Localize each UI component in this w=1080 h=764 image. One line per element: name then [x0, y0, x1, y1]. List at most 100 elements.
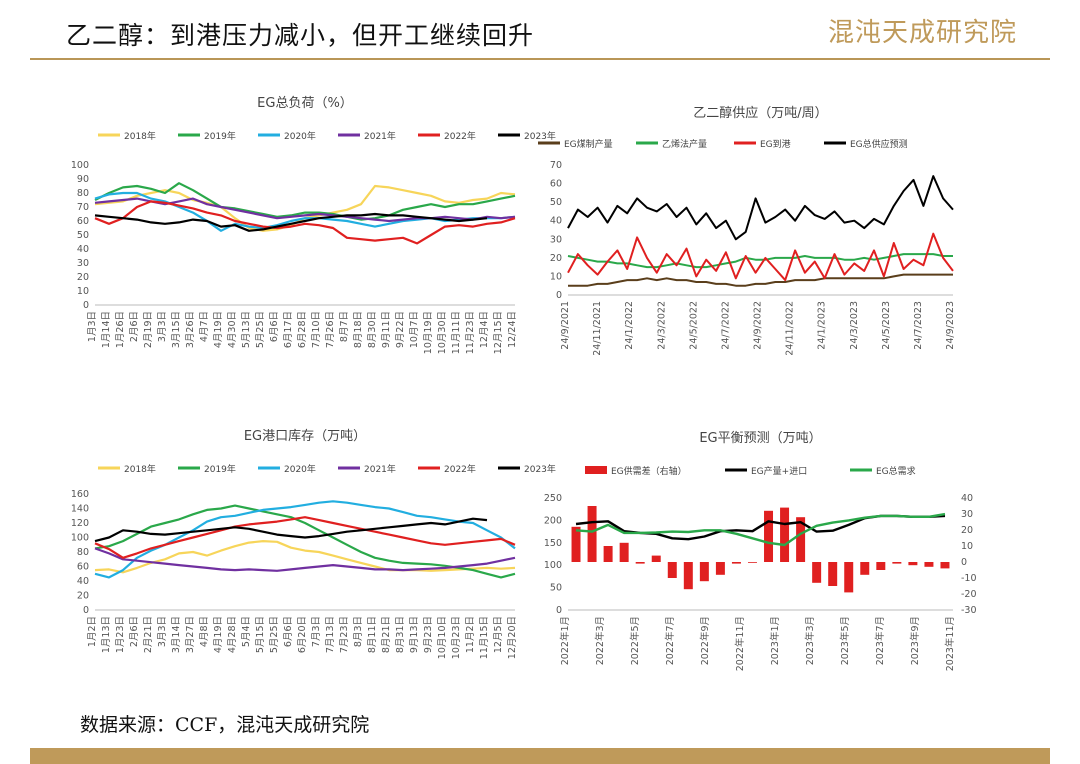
x-tick-label: 5月13日 [241, 311, 252, 348]
y-tick-label: 50 [550, 583, 562, 594]
legend-label: EG总供应预测 [850, 138, 908, 150]
x-tick-label: 8月3日 [353, 616, 364, 647]
series-line [567, 175, 954, 241]
y-tick-label: 200 [544, 515, 562, 526]
y-tick-label: 60 [77, 216, 89, 227]
legend-entry: EG产量+进口 [725, 465, 807, 477]
x-tick-label: 4月19日 [213, 311, 224, 348]
y-tick-label: 80 [77, 188, 89, 199]
series-line [575, 512, 946, 547]
y2-tick-label: 40 [961, 493, 973, 504]
bar [635, 562, 645, 564]
header-divider [30, 58, 1050, 60]
x-tick-label: 10月19日 [423, 311, 434, 354]
x-tick-label: 1月3日 [87, 311, 98, 342]
x-tick-label: 7月3日 [311, 616, 322, 647]
x-tick-label: 12月15日 [493, 311, 504, 354]
x-tick-label: 4月28日 [227, 616, 238, 653]
series-line [94, 504, 516, 579]
x-tick-label: 4月7日 [199, 311, 210, 342]
y2-tick-label: 20 [961, 525, 973, 536]
x-tick-label: 8月18日 [353, 311, 364, 348]
y-tick-label: 100 [544, 560, 562, 571]
x-tick-label: 2023年1月 [769, 616, 781, 665]
legend-label: 2023年 [524, 130, 556, 142]
y-tick-label: 20 [550, 253, 562, 264]
legend-entry: EG总需求 [850, 465, 916, 477]
x-tick-label: 24/3/2023 [849, 301, 860, 350]
x-tick-label: 2022年5月 [629, 616, 641, 665]
legend-entry: 2023年 [498, 463, 556, 475]
y-tick-label: 80 [77, 547, 89, 558]
x-tick-label: 4月8日 [199, 616, 210, 647]
series-line [575, 514, 946, 541]
x-tick-label: 3月15日 [171, 311, 182, 348]
x-tick-label: 6月28日 [297, 311, 308, 348]
legend-entry: 2022年 [418, 463, 476, 475]
x-tick-label: 2023年11月 [944, 616, 956, 671]
legend-entry: 2020年 [258, 463, 316, 475]
y2-tick-label: -10 [961, 573, 977, 584]
x-tick-label: 24/5/2022 [688, 301, 699, 350]
legend-entry: 2018年 [98, 463, 156, 475]
bar [828, 562, 838, 586]
x-tick-label: 3月14日 [171, 616, 182, 653]
legend-swatch [585, 466, 607, 474]
y-tick-label: 50 [77, 230, 89, 241]
y-tick-label: 0 [83, 605, 89, 616]
x-tick-label: 4月19日 [213, 616, 224, 653]
x-tick-label: 2022年1月 [559, 616, 571, 665]
legend-entry: 2020年 [258, 130, 316, 142]
y-tick-label: 10 [550, 271, 562, 282]
x-tick-label: 12月4日 [479, 311, 490, 348]
x-tick-label: 5月25日 [269, 616, 280, 653]
bar [747, 562, 757, 563]
series-line [568, 273, 953, 287]
x-tick-label: 2023年9月 [909, 616, 921, 665]
x-tick-label: 7月10日 [311, 311, 322, 348]
legend-label: 2018年 [124, 130, 156, 142]
x-tick-label: 24/9/2023 [945, 301, 956, 350]
x-tick-label: 10月7日 [409, 311, 420, 348]
series-line [94, 540, 516, 574]
series-line [567, 232, 954, 282]
x-tick-label: 3月27日 [185, 616, 196, 653]
legend-entry: 2018年 [98, 130, 156, 142]
x-tick-label: 9月22日 [395, 311, 406, 348]
x-tick-label: 10月10日 [437, 616, 448, 659]
x-tick-label: 2月6日 [129, 311, 140, 342]
x-tick-label: 24/7/2022 [720, 301, 731, 350]
y-tick-label: 120 [71, 518, 89, 529]
bar [587, 506, 597, 562]
chart-supply: 乙二醇供应（万吨/周） EG煤制产量 乙烯法产量 EG到港 EG总供应预测 0 10 20 30… [538, 105, 956, 356]
x-tick-label: 11月15日 [479, 616, 490, 659]
x-tick-label: 12月20日 [507, 616, 518, 659]
x-tick-label: 1月13日 [101, 616, 112, 653]
legend-label: EG煤制产量 [564, 138, 613, 150]
x-tick-label: 8月30日 [367, 311, 378, 348]
x-tick-label: 9月13日 [409, 616, 420, 653]
x-tick-label: 7月23日 [339, 616, 350, 653]
x-tick-label: 3月3日 [157, 311, 168, 342]
y2-tick-label: -30 [961, 605, 977, 616]
x-tick-label: 12月5日 [493, 616, 504, 653]
legend-label: 2021年 [364, 130, 396, 142]
y-tick-label: 0 [83, 300, 89, 311]
bar [651, 555, 661, 562]
y2-tick-label: 0 [961, 557, 967, 568]
x-tick-label: 24/5/2023 [881, 301, 892, 350]
legend-label: EG到港 [760, 138, 791, 150]
chart-title: EG总负荷（%） [257, 96, 353, 111]
legend-entry: EG供需差（右轴） [585, 465, 687, 477]
footer-band [30, 748, 1050, 764]
bar [924, 562, 934, 567]
bar [844, 562, 854, 593]
x-tick-label: 1月2日 [87, 616, 98, 647]
x-tick-label: 5月4日 [241, 616, 252, 647]
y-tick-label: 0 [556, 290, 562, 301]
bar [764, 510, 774, 562]
legend-entry: 2023年 [498, 130, 556, 142]
y-tick-label: 0 [556, 605, 562, 616]
x-tick-label: 8月7日 [339, 311, 350, 342]
x-tick-label: 8月31日 [395, 616, 406, 653]
